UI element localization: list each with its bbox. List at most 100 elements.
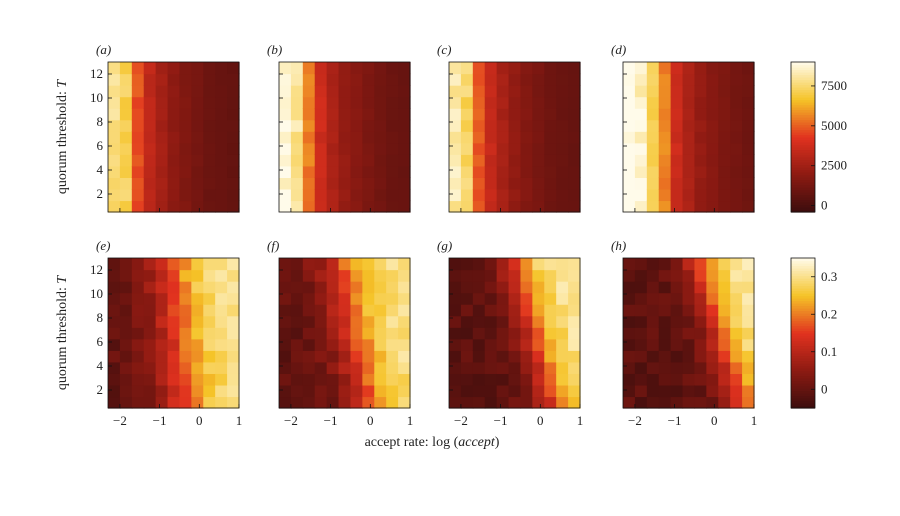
heatmap-cell xyxy=(314,96,328,109)
heatmap-cell xyxy=(338,154,352,167)
heatmap-cell xyxy=(694,269,707,282)
heatmap-cell xyxy=(203,350,216,363)
heatmap-cell xyxy=(646,338,660,351)
heatmap-cell xyxy=(682,327,696,340)
heatmap-cell xyxy=(362,338,375,351)
heatmap-cell xyxy=(108,142,121,155)
heatmap-cell xyxy=(108,131,121,144)
y-tick-label: 6 xyxy=(97,334,104,349)
heatmap-cell xyxy=(472,85,486,98)
colorbar-segment xyxy=(791,363,815,367)
heatmap-cell xyxy=(670,177,684,190)
heatmap-cell xyxy=(520,62,533,75)
heatmap-cell xyxy=(556,350,569,363)
heatmap-cell xyxy=(350,177,363,190)
heatmap-cell xyxy=(706,327,719,340)
heatmap-cell xyxy=(290,119,304,132)
heatmap-cell xyxy=(460,200,474,213)
heatmap-cell xyxy=(215,304,228,317)
heatmap-cell xyxy=(670,327,684,340)
heatmap-cell xyxy=(694,165,707,178)
heatmap-cell xyxy=(326,73,340,86)
heatmap-cell xyxy=(215,281,228,294)
heatmap-cell xyxy=(350,315,363,328)
heatmap-cell xyxy=(119,384,133,398)
heatmap-cell xyxy=(350,384,363,398)
heatmap-cell xyxy=(568,142,581,155)
heatmap-cell xyxy=(706,73,719,86)
heatmap-cell xyxy=(472,292,486,305)
heatmap-cell xyxy=(646,269,660,282)
heatmap-cell xyxy=(646,361,660,374)
heatmap-cell xyxy=(155,384,169,398)
colorbar-segment xyxy=(791,204,815,208)
heatmap-cell xyxy=(131,177,145,190)
heatmap-cell xyxy=(167,292,181,305)
colorbar-segment xyxy=(791,84,815,88)
heatmap-cell xyxy=(131,304,145,317)
heatmap-cell xyxy=(682,338,696,351)
heatmap-cell xyxy=(544,62,557,75)
heatmap-cell xyxy=(623,73,636,86)
heatmap-cell xyxy=(227,62,240,75)
heatmap-cell xyxy=(179,165,192,178)
heatmap-cell xyxy=(484,200,498,213)
heatmap-cell xyxy=(143,327,157,340)
heatmap-cell xyxy=(326,108,340,121)
heatmap-cell xyxy=(374,62,387,75)
heatmap-cell xyxy=(386,154,399,167)
heatmap-cell xyxy=(314,188,328,202)
heatmap-cell xyxy=(496,315,510,328)
heatmap-cell xyxy=(682,85,696,98)
heatmap-cell xyxy=(682,373,696,386)
heatmap-cell xyxy=(338,327,352,340)
heatmap-cell xyxy=(203,200,216,213)
heatmap-cell xyxy=(350,119,363,132)
heatmap-cell xyxy=(203,315,216,328)
heatmap-cell xyxy=(326,119,340,132)
heatmap-cell xyxy=(203,73,216,86)
heatmap-cell xyxy=(191,338,204,351)
heatmap-cell xyxy=(520,73,533,86)
heatmap-cell xyxy=(227,142,240,155)
heatmap-cell xyxy=(472,73,486,86)
heatmap-cell xyxy=(508,200,522,213)
heatmap-cell xyxy=(191,258,204,271)
heatmap-cell xyxy=(119,338,133,351)
heatmap-cell xyxy=(314,350,328,363)
heatmap-cell xyxy=(108,269,121,282)
heatmap-cell xyxy=(203,96,216,109)
heatmap-cell xyxy=(108,373,121,386)
heatmap-cell xyxy=(568,361,581,374)
heatmap-cell xyxy=(646,154,660,167)
heatmap-cell xyxy=(119,85,133,98)
heatmap-cell xyxy=(472,269,486,282)
heatmap-cell xyxy=(362,96,375,109)
heatmap-cell xyxy=(386,131,399,144)
heatmap-cell xyxy=(374,304,387,317)
colorbar-segment xyxy=(791,174,815,178)
heatmap-cell xyxy=(646,96,660,109)
colorbar-segment xyxy=(791,209,815,213)
heatmap-cell xyxy=(634,119,648,132)
colorbar-segment xyxy=(791,335,815,339)
heatmap-cell xyxy=(496,269,510,282)
heatmap-cell xyxy=(472,361,486,374)
heatmap-cell xyxy=(167,188,181,202)
heatmap-cell xyxy=(119,373,133,386)
heatmap-cell xyxy=(279,119,292,132)
heatmap-cell xyxy=(544,154,557,167)
heatmap-cell xyxy=(143,384,157,398)
heatmap-cell xyxy=(694,96,707,109)
heatmap-cell xyxy=(227,315,240,328)
heatmap-cell xyxy=(658,73,672,86)
heatmap-cell xyxy=(508,96,522,109)
heatmap-cell xyxy=(143,258,157,271)
heatmap-cell xyxy=(227,338,240,351)
heatmap-cell xyxy=(179,292,192,305)
heatmap-cell xyxy=(682,96,696,109)
heatmap-cell xyxy=(279,62,292,75)
heatmap-cell xyxy=(167,200,181,213)
heatmap-cell xyxy=(623,108,636,121)
heatmap-cell xyxy=(279,373,292,386)
